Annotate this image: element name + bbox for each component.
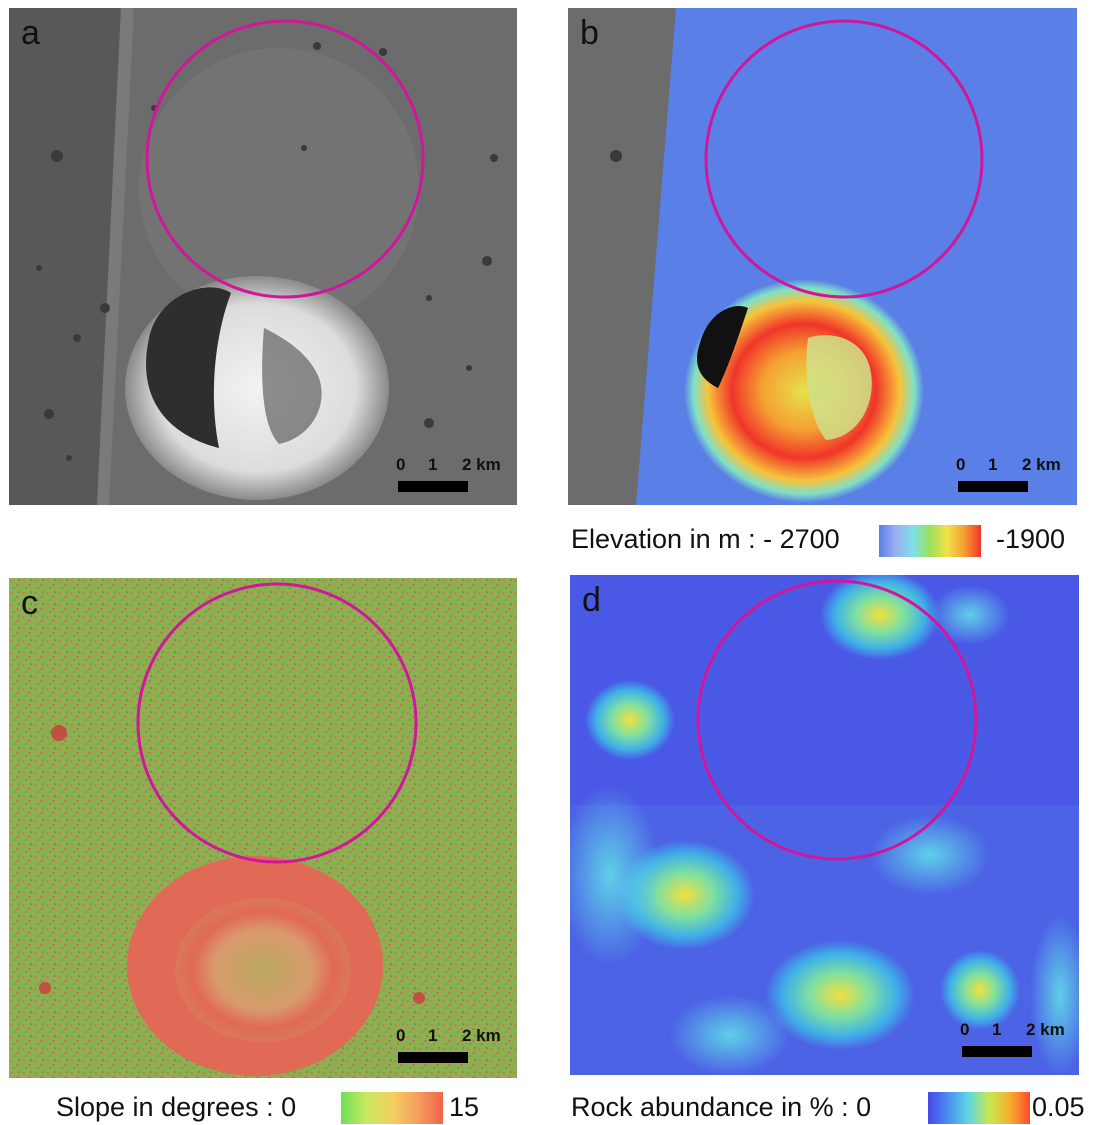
scale-tick-1: 1 (428, 1026, 438, 1045)
scale-tick-0: 0 (396, 1026, 406, 1045)
scale-tick-2: 2 km (1022, 455, 1061, 474)
scale-bar-line (398, 481, 468, 492)
slope-legend-max: 15 (449, 1092, 480, 1122)
elevation-colorbar (879, 525, 981, 557)
rock-legend-max: 0.05 (1032, 1092, 1085, 1122)
scale-tick-0: 0 (396, 455, 406, 474)
slope-legend-label: Slope in degrees : 0 (56, 1092, 297, 1122)
panel-label-d: d (582, 581, 601, 619)
scale-bar-line (398, 1052, 468, 1063)
panel-a-grayscale-image: a 0 1 2 km (9, 8, 517, 505)
scale-tick-0: 0 (956, 455, 966, 474)
elevation-legend-max: -1900 (996, 524, 1066, 554)
elevation-legend-label: Elevation in m : - 2700 (571, 524, 840, 554)
panel-c-slope-map: c 0 1 2 km (9, 578, 517, 1078)
scale-tick-2: 2 km (462, 1026, 501, 1045)
rock-legend-label: Rock abundance in % : 0 (571, 1092, 872, 1122)
scale-bar-line (962, 1046, 1032, 1057)
region-circle (145, 19, 425, 299)
scale-tick-1: 1 (992, 1020, 1002, 1039)
slope-colorbar (341, 1092, 443, 1124)
scale-tick-0: 0 (960, 1020, 970, 1039)
panel-b-elevation-map: b 0 1 2 km (568, 8, 1077, 505)
panel-label-c: c (21, 584, 38, 622)
panel-d-image (570, 575, 1079, 1075)
scale-tick-2: 2 km (1026, 1020, 1065, 1039)
panel-d-rock-abundance-map: d 0 1 2 km (570, 575, 1079, 1075)
scale-tick-1: 1 (988, 455, 998, 474)
panel-label-b: b (580, 14, 599, 52)
rock-colorbar (928, 1092, 1030, 1124)
panel-c-image (9, 578, 517, 1078)
scale-tick-1: 1 (428, 455, 438, 474)
region-circle (136, 582, 418, 864)
panel-b-image (568, 8, 1077, 505)
region-circle (696, 579, 978, 861)
scale-tick-2: 2 km (462, 455, 501, 474)
region-circle (704, 19, 984, 299)
scale-bar-line (958, 481, 1028, 492)
panel-label-a: a (21, 14, 40, 52)
panel-a-image (9, 8, 517, 505)
